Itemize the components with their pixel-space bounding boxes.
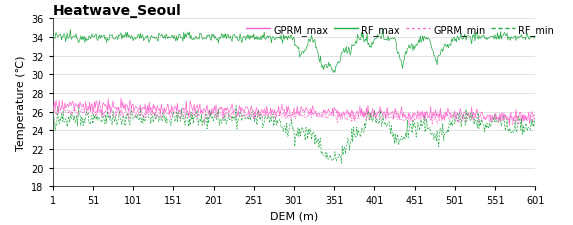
Y-axis label: Temperature (℃): Temperature (℃) xyxy=(15,55,26,150)
Text: Heatwave_Seoul: Heatwave_Seoul xyxy=(53,4,182,18)
X-axis label: DEM (m): DEM (m) xyxy=(270,211,318,221)
Legend: GPRM_max, RF_max, GPRM_min, RF_min: GPRM_max, RF_max, GPRM_min, RF_min xyxy=(242,21,558,39)
